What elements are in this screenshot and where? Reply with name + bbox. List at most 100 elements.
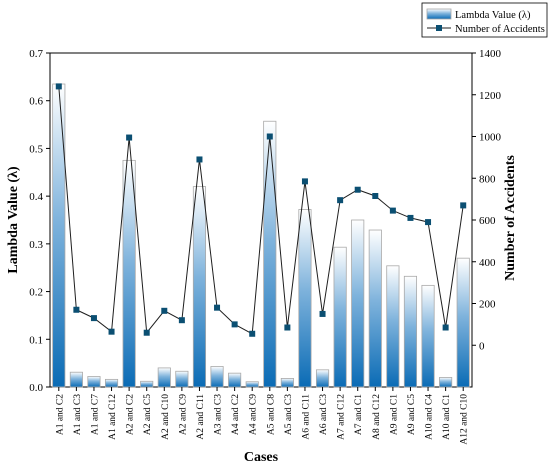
bar-19 — [386, 265, 400, 388]
accidents-point-11 — [249, 330, 256, 337]
bar-10 — [228, 372, 242, 388]
legend-marker-swatch — [436, 25, 442, 31]
y-left-tick-label: 0.4 — [29, 191, 43, 203]
accidents-point-15 — [319, 310, 326, 317]
legend-line-label: Number of Accidents — [455, 24, 545, 35]
y-left-tick-label: 0.3 — [29, 239, 43, 251]
x-tick-label: A9 and C1 — [389, 394, 399, 435]
accidents-point-21 — [425, 219, 432, 226]
y-right-tick-label: 400 — [479, 257, 496, 269]
accidents-point-9 — [214, 304, 221, 311]
y-right-tick-label: 800 — [479, 173, 496, 185]
legend: Lambda Value (λ) Number of Accidents — [421, 2, 548, 38]
x-tick-label: A6 and C11 — [301, 394, 311, 440]
bar-12 — [263, 120, 277, 388]
x-tick-label: A2 and C5 — [143, 394, 153, 435]
accidents-point-14 — [301, 178, 308, 185]
line-layer — [55, 83, 467, 337]
legend-bar-label: Lambda Value (λ) — [455, 10, 531, 21]
accidents-point-8 — [196, 156, 203, 163]
accidents-point-13 — [284, 324, 291, 331]
y-left-tick-label: 0.2 — [29, 287, 43, 299]
bar-16 — [333, 246, 347, 388]
bar-20 — [403, 275, 418, 388]
x-tick-label: A5 and C8 — [266, 394, 276, 435]
y-left-tick-label: 0.1 — [29, 334, 43, 346]
x-tick-label: A10 and C1 — [442, 394, 452, 440]
x-tick-label: A2 and C9 — [178, 394, 188, 435]
x-tick-label: A7 and C12 — [337, 394, 347, 440]
accidents-point-23 — [460, 202, 467, 209]
y-right-tick-label: 0 — [479, 340, 485, 352]
bar-2 — [87, 376, 101, 388]
x-tick-label: A1 and C7 — [90, 394, 100, 435]
bar-1 — [69, 371, 83, 388]
accidents-point-4 — [126, 134, 133, 141]
x-tick-label: A3 and C3 — [214, 394, 224, 435]
y-right-tick-label: 1200 — [479, 90, 502, 102]
bar-22 — [439, 377, 453, 388]
x-tick-label: A9 and C5 — [407, 394, 417, 435]
x-tick-label: A4 and C9 — [249, 394, 259, 435]
y-left-tick-label: 0.0 — [29, 382, 43, 394]
bar-6 — [157, 367, 171, 388]
accidents-point-12 — [266, 133, 273, 140]
accidents-point-19 — [389, 207, 396, 214]
bar-8 — [192, 186, 207, 388]
accidents-point-5 — [143, 329, 150, 336]
accidents-line — [58, 86, 464, 335]
accidents-point-3 — [108, 328, 115, 335]
accidents-point-1 — [73, 306, 80, 313]
y-right-tick-label: 1000 — [479, 132, 502, 144]
x-tick-label: A10 and C4 — [425, 394, 435, 440]
bar-3 — [104, 378, 119, 388]
x-tick-label: A4 and C2 — [231, 394, 241, 435]
x-tick-label: A7 and C1 — [354, 394, 364, 435]
accidents-point-10 — [231, 321, 238, 328]
x-tick-label: A2 and C11 — [196, 394, 206, 440]
accidents-point-20 — [407, 214, 414, 221]
x-tick-label: A2 and C2 — [126, 394, 136, 435]
axes-layer: 0.0 0.1 0.2 0.3 0.4 0.5 0.6 0.7 0 200 400 600 800 100… — [29, 48, 501, 445]
y-right-tick-label: 1400 — [479, 48, 502, 60]
bar-5 — [140, 380, 154, 388]
bar-17 — [351, 219, 365, 388]
legend-bar-swatch — [426, 8, 452, 20]
y-left-tick-label: 0.7 — [29, 48, 43, 60]
accidents-point-17 — [354, 186, 361, 193]
x-tick-label: A2 and C10 — [161, 394, 171, 440]
accidents-point-22 — [442, 324, 449, 331]
accidents-point-0 — [55, 83, 62, 90]
bar-21 — [421, 284, 435, 388]
bar-13 — [280, 378, 294, 388]
bar-18 — [368, 229, 382, 388]
bar-15 — [315, 369, 330, 388]
bar-23 — [456, 257, 470, 388]
accidents-point-6 — [161, 307, 168, 314]
y-right-tick-label: 600 — [479, 215, 496, 227]
accidents-point-16 — [337, 197, 344, 204]
bar-9 — [210, 366, 224, 388]
x-axis-title: Cases — [244, 450, 279, 465]
x-tick-label: A12 and C10 — [460, 394, 470, 445]
bar-14 — [298, 209, 312, 388]
accidents-point-7 — [178, 317, 185, 324]
bar-4 — [122, 159, 136, 388]
y-left-tick-label: 0.6 — [29, 96, 43, 108]
x-tick-label: A1 and C3 — [73, 394, 83, 435]
bar-0 — [52, 83, 66, 388]
x-tick-label: A6 and C3 — [319, 394, 329, 435]
bars-layer — [52, 83, 470, 388]
y-left-tick-label: 0.5 — [29, 143, 43, 155]
bar-11 — [245, 381, 259, 388]
y-right-tick-label: 200 — [479, 299, 496, 311]
y-axis-right-title: Number of Accidents — [503, 155, 518, 281]
accidents-point-18 — [372, 192, 379, 199]
bar-7 — [175, 370, 189, 388]
x-tick-label: A1 and C12 — [108, 394, 118, 440]
y-axis-left-title: Lambda Value (λ) — [6, 166, 21, 274]
x-tick-label: A8 and C12 — [372, 394, 382, 440]
accidents-point-2 — [90, 315, 97, 322]
x-tick-label: A5 and C3 — [284, 394, 294, 435]
